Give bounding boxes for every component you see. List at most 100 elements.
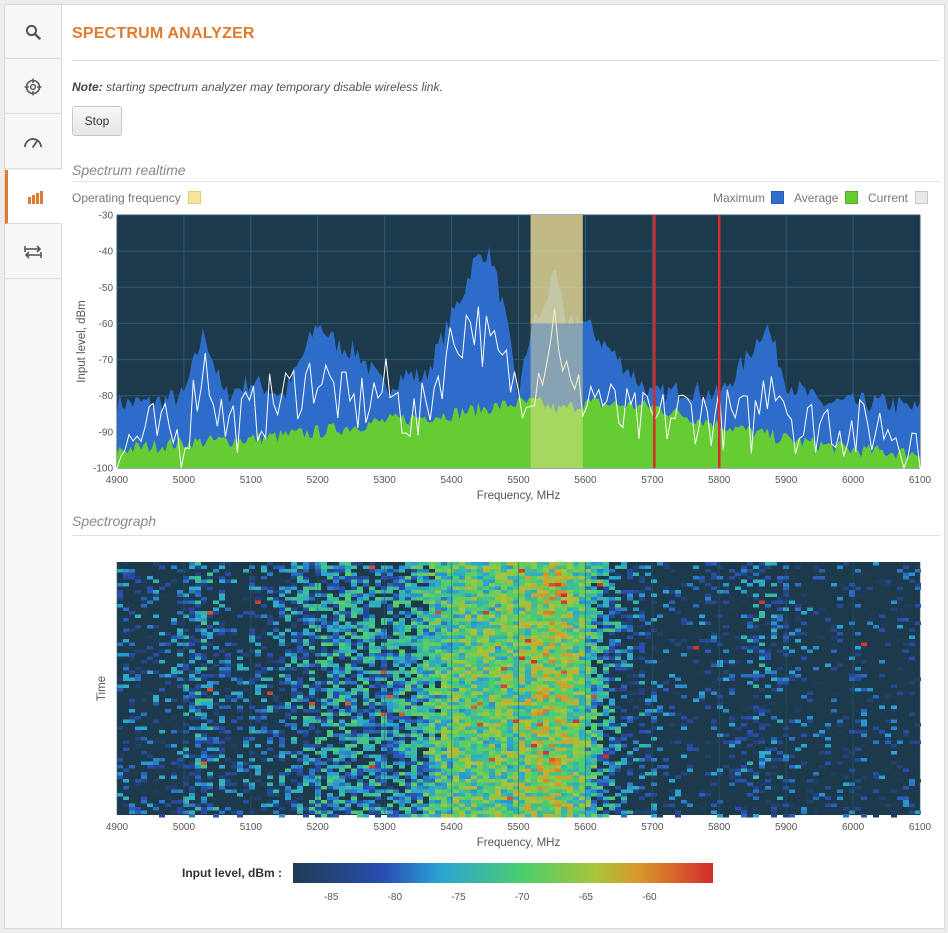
heatmap-cell [489, 674, 495, 678]
heatmap-cell [459, 670, 465, 674]
heatmap-cell [519, 730, 525, 734]
heatmap-cell [753, 604, 759, 608]
heatmap-cell [255, 663, 261, 667]
heatmap-cell [645, 772, 651, 776]
heatmap-cell [741, 751, 747, 755]
heatmap-cell [441, 600, 447, 604]
heatmap-cell [471, 723, 477, 727]
heatmap-cell [513, 562, 519, 566]
heatmap-cell [555, 635, 561, 639]
legend-average-swatch[interactable] [845, 191, 858, 204]
heatmap-cell [651, 660, 657, 664]
heatmap-cell [369, 565, 375, 569]
heatmap-cell [465, 590, 471, 594]
heatmap-cell [525, 597, 531, 601]
heatmap-cell [639, 670, 645, 674]
heatmap-cell [519, 737, 525, 741]
heatmap-cell [567, 677, 573, 681]
heatmap-cell [441, 586, 447, 590]
heatmap-cell [411, 677, 417, 681]
sidebar-item-tools[interactable] [5, 225, 61, 279]
heatmap-cell [561, 663, 567, 667]
heatmap-cell [903, 761, 909, 765]
heatmap-cell [309, 716, 315, 720]
heatmap-cell [489, 744, 495, 748]
heatmap-cell [561, 576, 567, 580]
heatmap-cell [597, 758, 603, 762]
heatmap-cell [273, 628, 279, 632]
heatmap-cell [579, 786, 585, 790]
heatmap-cell [825, 726, 831, 730]
heatmap-cell [519, 705, 525, 709]
heatmap-cell [267, 800, 273, 804]
heatmap-cell [609, 761, 615, 765]
heatmap-cell [327, 674, 333, 678]
heatmap-cell [267, 586, 273, 590]
heatmap-cell [615, 649, 621, 653]
heatmap-cell [663, 604, 669, 608]
heatmap-cell [339, 562, 345, 566]
sidebar-item-alignment[interactable] [5, 60, 61, 114]
heatmap-cell [609, 782, 615, 786]
heatmap-cell [453, 716, 459, 720]
heatmap-cell [537, 674, 543, 678]
heatmap-cell [615, 604, 621, 608]
heatmap-cell [543, 590, 549, 594]
heatmap-cell [219, 579, 225, 583]
heatmap-cell [201, 761, 207, 765]
heatmap-cell [525, 562, 531, 566]
heatmap-cell [459, 646, 465, 650]
heatmap-cell [573, 737, 579, 741]
heatmap-cell [759, 674, 765, 678]
heatmap-cell [435, 632, 441, 636]
heatmap-cell [513, 705, 519, 709]
heatmap-cell [495, 698, 501, 702]
legend-maximum-swatch[interactable] [771, 191, 784, 204]
heatmap-cell [507, 768, 513, 772]
heatmap-cell [435, 614, 441, 618]
heatmap-cell [519, 579, 525, 583]
sidebar-item-search[interactable] [5, 5, 61, 59]
heatmap-cell [261, 716, 267, 720]
heatmap-cell [483, 625, 489, 629]
heatmap-cell [261, 646, 267, 650]
heatmap-cell [555, 733, 561, 737]
heatmap-cell [591, 565, 597, 569]
heatmap-cell [279, 775, 285, 779]
heatmap-cell [297, 677, 303, 681]
heatmap-cell [531, 751, 537, 755]
heatmap-cell [333, 618, 339, 622]
heatmap-cell [855, 604, 861, 608]
heatmap-cell [285, 642, 291, 646]
heatmap-cell [537, 565, 543, 569]
heatmap-cell [357, 674, 363, 678]
heatmap-cell [327, 572, 333, 576]
sidebar-item-spectrum[interactable] [5, 170, 62, 224]
heatmap-cell [159, 800, 165, 804]
heatmap-cell [489, 600, 495, 604]
operating-frequency-swatch[interactable] [188, 191, 201, 204]
heatmap-cell [627, 569, 633, 573]
heatmap-cell [555, 618, 561, 622]
title-divider [72, 60, 940, 61]
heatmap-cell [339, 565, 345, 569]
heatmap-cell [351, 730, 357, 734]
heatmap-cell [471, 597, 477, 601]
heatmap-cell [459, 723, 465, 727]
heatmap-cell [549, 691, 555, 695]
heatmap-cell [351, 660, 357, 664]
heatmap-cell [285, 751, 291, 755]
heatmap-cell [711, 681, 717, 685]
stop-button[interactable]: Stop [72, 106, 122, 136]
sidebar-item-speed-test[interactable] [5, 115, 61, 169]
heatmap-cell [459, 716, 465, 720]
heatmap-cell [327, 709, 333, 713]
heatmap-cell [519, 653, 525, 657]
heatmap-cell [351, 649, 357, 653]
heatmap-cell [837, 723, 843, 727]
heatmap-cell [753, 614, 759, 618]
heatmap-cell [909, 628, 915, 632]
legend-current-swatch[interactable] [915, 191, 928, 204]
heatmap-cell [339, 586, 345, 590]
heatmap-cell [771, 635, 777, 639]
